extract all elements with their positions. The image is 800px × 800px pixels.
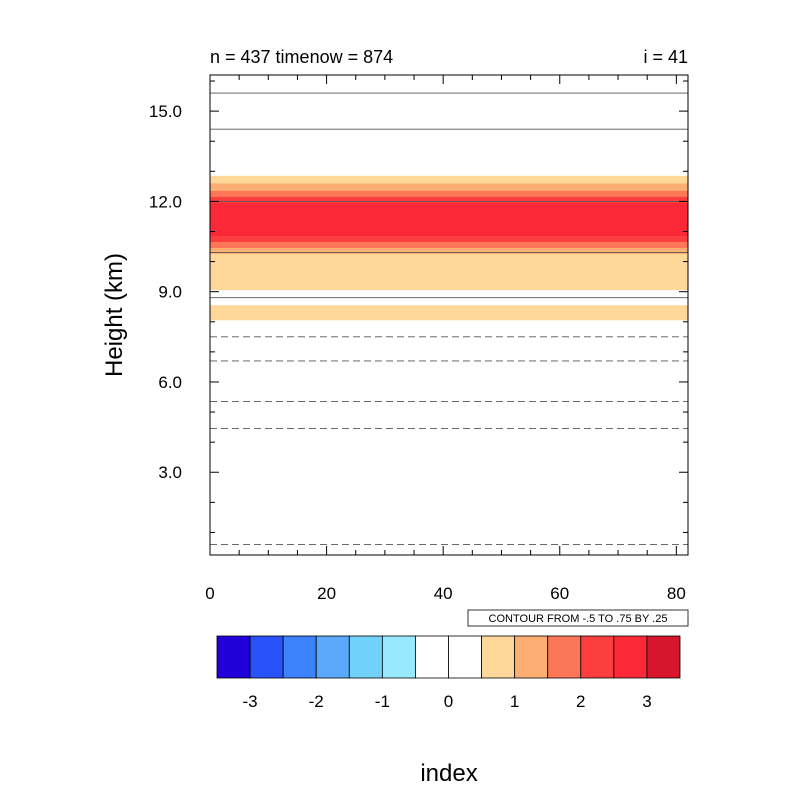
colorbar-swatch-8 (481, 635, 516, 679)
colorbar-label-1: -2 (309, 692, 324, 711)
colorbar-swatch-6 (415, 635, 449, 679)
contour-note: CONTOUR FROM -.5 TO .75 BY .25 (489, 613, 668, 625)
x-tick-label-2: 40 (434, 584, 453, 603)
colorbar-label-0: -3 (243, 692, 258, 711)
colorbar-swatch-12 (613, 635, 648, 679)
colorbar-label-5: 2 (576, 692, 585, 711)
colorbar-label-4: 1 (510, 692, 519, 711)
y-axis-title: Height (km) (101, 253, 128, 377)
header-right-label: i = 41 (643, 47, 688, 67)
x-tick-label-0: 0 (205, 584, 214, 603)
axis-ticks (209, 75, 688, 555)
colorbar-swatch-2 (282, 635, 317, 679)
y-tick-label-1: 6.0 (158, 373, 182, 392)
y-tick-label-3: 12.0 (149, 192, 182, 211)
x-tick-label-1: 20 (317, 584, 336, 603)
colorbar-swatch-7 (448, 635, 482, 679)
colorbar-labels: -3 -2 -1 0 1 2 3 (243, 692, 652, 711)
colorbar (216, 635, 681, 679)
y-tick-label-2: 9.0 (158, 283, 182, 302)
colorbar-swatch-0 (216, 635, 251, 679)
colorbar-label-2: -1 (375, 692, 390, 711)
plot-frame (209, 74, 689, 556)
filled-band-0 (210, 305, 688, 321)
colorbar-swatch-10 (547, 635, 582, 679)
header-left-label: n = 437 timenow = 874 (210, 47, 393, 67)
x-axis-title: index (420, 760, 477, 787)
x-tick-label-4: 80 (667, 584, 686, 603)
colorbar-label-6: 3 (642, 692, 651, 711)
colorbar-swatch-13 (646, 635, 681, 679)
colorbar-swatch-4 (348, 635, 383, 679)
x-tick-label-3: 60 (550, 584, 569, 603)
contour-lines (210, 92, 688, 545)
colorbar-swatch-5 (381, 635, 416, 679)
colorbar-swatch-1 (249, 635, 284, 679)
contour-note-box (467, 609, 689, 627)
colorbar-swatch-9 (514, 635, 549, 679)
y-tick-label-0: 3.0 (158, 463, 182, 482)
y-tick-label-4: 15.0 (149, 102, 182, 121)
axis-tick-labels: 0 20 40 60 80 3.0 6.0 9.0 12.0 15.0 (149, 102, 686, 603)
filled-contour-bands (210, 175, 688, 321)
colorbar-swatch-11 (580, 635, 615, 679)
filled-band-5 (210, 202, 688, 237)
colorbar-label-3: 0 (444, 692, 453, 711)
colorbar-swatch-3 (315, 635, 350, 679)
